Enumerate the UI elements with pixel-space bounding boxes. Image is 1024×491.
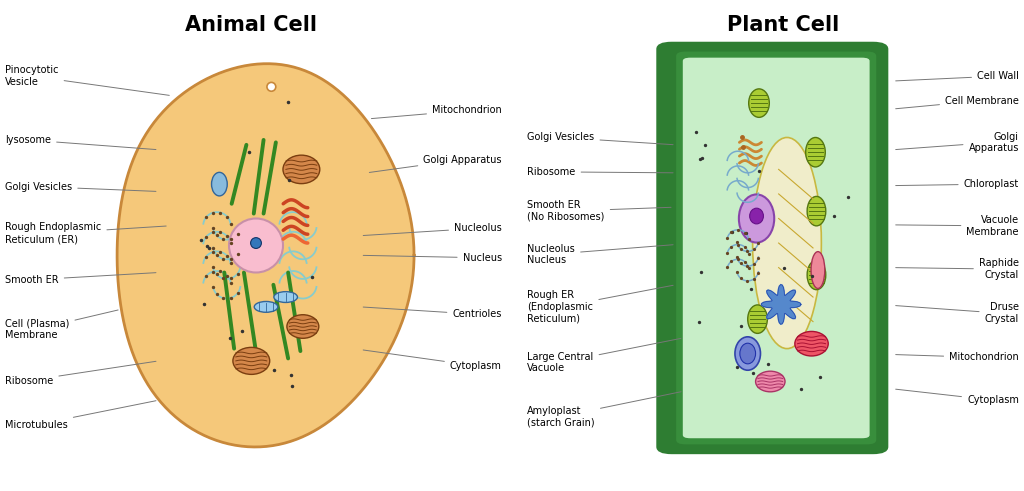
Text: Cell Membrane: Cell Membrane bbox=[896, 96, 1019, 109]
Text: Golgi Vesicles: Golgi Vesicles bbox=[527, 133, 673, 145]
Text: Cell Wall: Cell Wall bbox=[896, 71, 1019, 81]
Text: Golgi
Apparatus: Golgi Apparatus bbox=[896, 132, 1019, 153]
FancyBboxPatch shape bbox=[656, 42, 889, 454]
Ellipse shape bbox=[232, 348, 269, 374]
Ellipse shape bbox=[267, 82, 275, 91]
Text: Golgi Apparatus: Golgi Apparatus bbox=[370, 155, 502, 172]
Ellipse shape bbox=[811, 251, 824, 288]
Text: Amyloplast
(starch Grain): Amyloplast (starch Grain) bbox=[527, 386, 709, 427]
Text: Large Central
Vacuole: Large Central Vacuole bbox=[527, 337, 688, 373]
Ellipse shape bbox=[748, 305, 767, 333]
Ellipse shape bbox=[287, 315, 318, 338]
Text: Centrioles: Centrioles bbox=[364, 307, 502, 319]
Text: Cytoplasm: Cytoplasm bbox=[896, 389, 1019, 405]
Ellipse shape bbox=[273, 292, 297, 302]
Text: Microtubules: Microtubules bbox=[5, 401, 156, 430]
Polygon shape bbox=[117, 64, 414, 447]
Text: Mitochondrion: Mitochondrion bbox=[896, 353, 1019, 362]
Text: lysosome: lysosome bbox=[5, 135, 156, 150]
Ellipse shape bbox=[735, 337, 761, 370]
Ellipse shape bbox=[806, 137, 825, 167]
Text: Druse
Crystal: Druse Crystal bbox=[896, 302, 1019, 324]
Ellipse shape bbox=[749, 89, 769, 117]
Text: Plant Cell: Plant Cell bbox=[727, 15, 840, 35]
Ellipse shape bbox=[807, 196, 825, 226]
Ellipse shape bbox=[254, 301, 278, 312]
Ellipse shape bbox=[739, 194, 774, 243]
Ellipse shape bbox=[283, 155, 319, 184]
Text: Vacuole
Membrane: Vacuole Membrane bbox=[896, 215, 1019, 237]
Text: Cytoplasm: Cytoplasm bbox=[364, 350, 502, 371]
Text: Animal Cell: Animal Cell bbox=[185, 15, 316, 35]
Ellipse shape bbox=[750, 208, 764, 224]
FancyBboxPatch shape bbox=[682, 57, 870, 439]
Text: Mitochondrion: Mitochondrion bbox=[372, 106, 502, 119]
Ellipse shape bbox=[807, 260, 825, 290]
Polygon shape bbox=[762, 285, 801, 324]
Text: Smooth ER: Smooth ER bbox=[5, 273, 156, 285]
Text: Rough Endoplasmic
Reticulum (ER): Rough Endoplasmic Reticulum (ER) bbox=[5, 222, 166, 244]
Text: Cell (Plasma)
Membrane: Cell (Plasma) Membrane bbox=[5, 310, 118, 340]
Ellipse shape bbox=[795, 331, 828, 356]
FancyBboxPatch shape bbox=[676, 52, 877, 444]
Text: Pinocytotic
Vesicle: Pinocytotic Vesicle bbox=[5, 65, 169, 95]
FancyBboxPatch shape bbox=[668, 44, 885, 452]
Text: Ribosome: Ribosome bbox=[5, 361, 156, 385]
Ellipse shape bbox=[251, 238, 261, 248]
Ellipse shape bbox=[212, 172, 227, 196]
Text: Nucleus: Nucleus bbox=[364, 253, 502, 263]
Text: Ribosome: Ribosome bbox=[527, 167, 673, 177]
Text: Rough ER
(Endoplasmic
Reticulum): Rough ER (Endoplasmic Reticulum) bbox=[527, 285, 673, 324]
Text: Raphide
Crystal: Raphide Crystal bbox=[896, 258, 1019, 280]
Ellipse shape bbox=[753, 137, 821, 349]
Text: Golgi Vesicles: Golgi Vesicles bbox=[5, 182, 156, 191]
Text: Smooth ER
(No Ribosomes): Smooth ER (No Ribosomes) bbox=[527, 200, 671, 222]
Text: Chloroplast: Chloroplast bbox=[896, 179, 1019, 189]
Text: Nucleolus: Nucleolus bbox=[364, 223, 502, 236]
Text: Nucleolus
Nucleus: Nucleolus Nucleus bbox=[527, 244, 673, 265]
Ellipse shape bbox=[229, 218, 283, 273]
Ellipse shape bbox=[756, 371, 785, 392]
Ellipse shape bbox=[740, 343, 756, 364]
